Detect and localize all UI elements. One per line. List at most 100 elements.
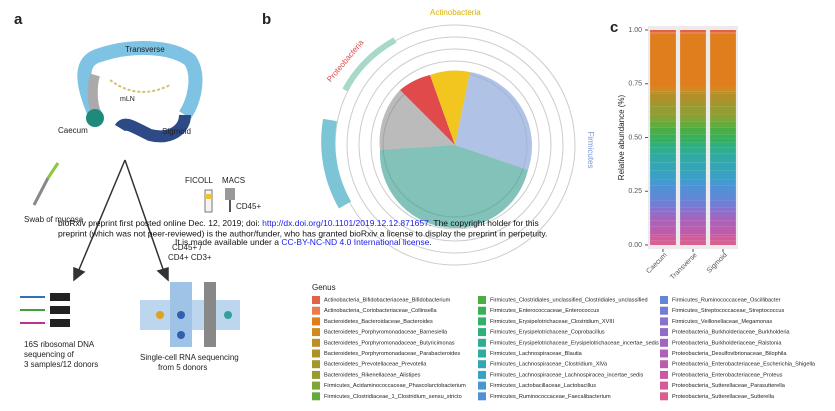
- y-axis-label: Relative abundance (%): [617, 94, 626, 180]
- notice-text: bioRxiv preprint first posted online Dec…: [58, 218, 262, 228]
- legend-title: Genus: [312, 283, 336, 292]
- bar-segment: [710, 102, 736, 107]
- swab-icon: [32, 162, 60, 206]
- legend-swatch: [312, 392, 320, 401]
- bar-segment: [650, 134, 676, 139]
- legend-label: Bacteroidetes_Rikenellaceae_Alistipes: [324, 372, 421, 378]
- caption: 3 samples/12 donors: [24, 360, 98, 369]
- bar-segment: [680, 211, 706, 216]
- bar-segment: [680, 162, 706, 171]
- legend-label: Proteobacteria_Enterobacteriaceae_Escher…: [672, 362, 816, 368]
- bar-segment: [680, 106, 706, 115]
- bar-segment: [680, 114, 706, 122]
- legend-label: Actinobacteria_Bifidobacteriaceae_Bifido…: [324, 297, 451, 303]
- bar-segment: [680, 170, 706, 180]
- legend-swatch: [478, 360, 486, 369]
- bar-segment: [650, 147, 676, 154]
- legend-label: Proteobacteria_Sutterellaceae_Parasutter…: [672, 383, 786, 389]
- notice: preprint (which was not peer-reviewed) i…: [58, 228, 547, 238]
- bar-segment: [680, 215, 706, 221]
- bar-segment: [650, 102, 676, 107]
- method-label: MACS: [222, 176, 245, 185]
- y-tick-label: 1.00: [628, 27, 642, 34]
- legend-label: Bacteroidetes_Prevotellaceae_Prevotella: [324, 362, 427, 368]
- bar-segment: [680, 194, 706, 201]
- bar-segment: [710, 226, 736, 235]
- bar-segment: [650, 162, 676, 171]
- bar-segment: [710, 240, 736, 245]
- y-tick-label: 0.75: [628, 81, 642, 88]
- bar-segment: [650, 30, 676, 33]
- legend-swatch: [660, 370, 668, 379]
- bar-segment: [680, 33, 706, 87]
- bar-segment: [710, 234, 736, 237]
- marker-label: CD45+: [236, 202, 261, 211]
- legend-label: Proteobacteria_Desulfovibrionaceae_Bilop…: [672, 351, 787, 357]
- colon-label: Sigmoid: [162, 127, 191, 136]
- legend-label: Firmicutes_Enterococcaceae_Enterococcus: [490, 308, 599, 314]
- phylum-label: Actinobacteria: [430, 8, 481, 17]
- marker-label: CD45+ /: [172, 243, 202, 252]
- legend-swatch: [312, 349, 320, 358]
- bar-segment: [650, 211, 676, 216]
- bar-segment: [650, 86, 676, 92]
- legend-swatch: [312, 328, 320, 337]
- bar-segment: [650, 226, 676, 235]
- legend-label: Firmicutes_Erysipelotrichaceae_Erysipelo…: [490, 340, 659, 346]
- notice-link[interactable]: http://dx.doi.org/10.1101/2019.12.12.871…: [262, 218, 429, 228]
- bar-segment: [680, 121, 706, 128]
- bar-segment: [710, 194, 736, 201]
- colon-label: Caecum: [58, 126, 88, 135]
- bar-segment: [710, 147, 736, 154]
- notice: bioRxiv preprint first posted online Dec…: [58, 218, 539, 228]
- chip-icon: [140, 282, 240, 347]
- bar-segment: [710, 106, 736, 115]
- panel-label: c: [610, 19, 618, 36]
- bar-segment: [650, 142, 676, 148]
- bar-segment: [710, 33, 736, 87]
- legend-swatch: [478, 349, 486, 358]
- bar-segment: [680, 234, 706, 237]
- bar-segment: [650, 234, 676, 237]
- bar-segment: [650, 200, 676, 208]
- colon-label: mLN: [120, 96, 135, 103]
- legend-label: Proteobacteria_Sutterellaceae_Sutterella: [672, 394, 775, 400]
- legend-label: Firmicutes_Lachnospiraceae_Blautia: [490, 351, 583, 357]
- legend-label: Proteobacteria_Enterobacteriaceae_Proteu…: [672, 372, 783, 378]
- bar-segment: [710, 86, 736, 92]
- legend-label: Firmicutes_Lachnospiraceae_Clostridium_X…: [490, 362, 608, 368]
- bar-segment: [650, 220, 676, 227]
- notice-text: It is made available under a: [175, 237, 281, 247]
- bar-segment: [710, 236, 736, 241]
- bar-segment: [710, 170, 736, 180]
- bar-segment: [680, 147, 706, 154]
- bar-segment: [710, 185, 736, 195]
- notice-text: . The copyright holder for this: [429, 218, 539, 228]
- bar-segment: [710, 162, 736, 171]
- bar-segment: [650, 215, 676, 221]
- notice-link[interactable]: CC-BY-NC-ND 4.0 International license: [281, 237, 429, 247]
- bar-segment: [710, 220, 736, 227]
- caption: Single-cell RNA sequencing: [140, 353, 239, 362]
- legend-swatch: [312, 306, 320, 315]
- legend-swatch: [478, 392, 486, 401]
- bar-segment: [680, 207, 706, 212]
- legend-swatch: [478, 317, 486, 326]
- bar-segment: [710, 121, 736, 128]
- bar-segment: [710, 114, 736, 122]
- legend-swatch: [478, 306, 486, 315]
- caption: sequencing of: [24, 350, 75, 359]
- bar-segment: [650, 32, 676, 34]
- x-tick-label: Transverse: [669, 252, 699, 282]
- bar-segment: [710, 179, 736, 186]
- bar-segment: [650, 138, 676, 143]
- bar-segment: [710, 211, 736, 216]
- bar-segment: [680, 102, 706, 107]
- legend-swatch: [478, 328, 486, 337]
- legend-swatch: [478, 381, 486, 390]
- legend-swatch: [660, 296, 668, 304]
- legend-swatch: [312, 360, 320, 369]
- legend-label: Proteobacteria_Burkholderiaceae_Burkhold…: [672, 330, 790, 336]
- legend-label: Bacteroidetes_Porphyromonadaceae_Parabac…: [324, 351, 460, 357]
- y-tick-label: 0.25: [628, 188, 642, 195]
